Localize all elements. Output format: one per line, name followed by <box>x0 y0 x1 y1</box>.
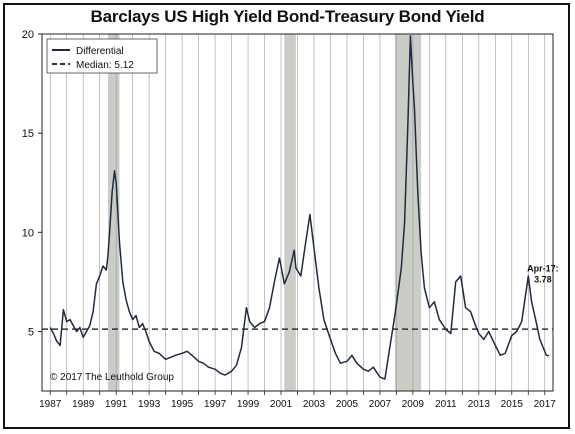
footnote-copyright: © 2017 The Leuthold Group <box>50 372 174 383</box>
x-tick-label-1997: 1997 <box>204 399 227 410</box>
x-tick-label-1999: 1999 <box>237 399 260 410</box>
x-tick-label-1993: 1993 <box>138 399 161 410</box>
y-tick-label-20: 20 <box>22 29 34 41</box>
recession-band-2 <box>394 34 422 391</box>
annotation-date: Apr-17: <box>527 264 559 274</box>
x-tick-label-2007: 2007 <box>369 399 392 410</box>
legend-label-differential: Differential <box>76 46 124 57</box>
recession-band-0 <box>107 34 120 391</box>
x-tick-label-2015: 2015 <box>501 399 524 410</box>
x-tick-label-2011: 2011 <box>435 399 457 410</box>
x-tick-label-2003: 2003 <box>303 399 326 410</box>
chart-frame <box>3 3 570 429</box>
series-line-differential <box>49 35 550 380</box>
x-tick-label-2013: 2013 <box>468 399 491 410</box>
legend: Differential Median: 5.12 <box>46 38 158 74</box>
y-tick-label-5: 5 <box>28 327 34 339</box>
annotation-value: 3.78 <box>534 275 552 285</box>
x-tick-label-1995: 1995 <box>171 399 194 410</box>
x-tick-label-2001: 2001 <box>270 399 293 410</box>
x-tick-label-1989: 1989 <box>72 399 95 410</box>
x-tick-label-1991: 1991 <box>105 399 128 410</box>
x-tick-label-2009: 2009 <box>402 399 425 410</box>
recession-band-1 <box>284 34 296 391</box>
legend-box <box>46 38 158 74</box>
x-tick-label-2005: 2005 <box>336 399 359 410</box>
chart-title: Barclays US High Yield Bond-Treasury Bon… <box>90 7 485 26</box>
y-tick-label-15: 15 <box>22 128 34 140</box>
x-tick-label-1987: 1987 <box>39 399 62 410</box>
x-tick-label-2017: 2017 <box>534 399 557 410</box>
legend-label-median: Median: 5.12 <box>76 60 134 71</box>
y-tick-label-10: 10 <box>22 227 34 239</box>
